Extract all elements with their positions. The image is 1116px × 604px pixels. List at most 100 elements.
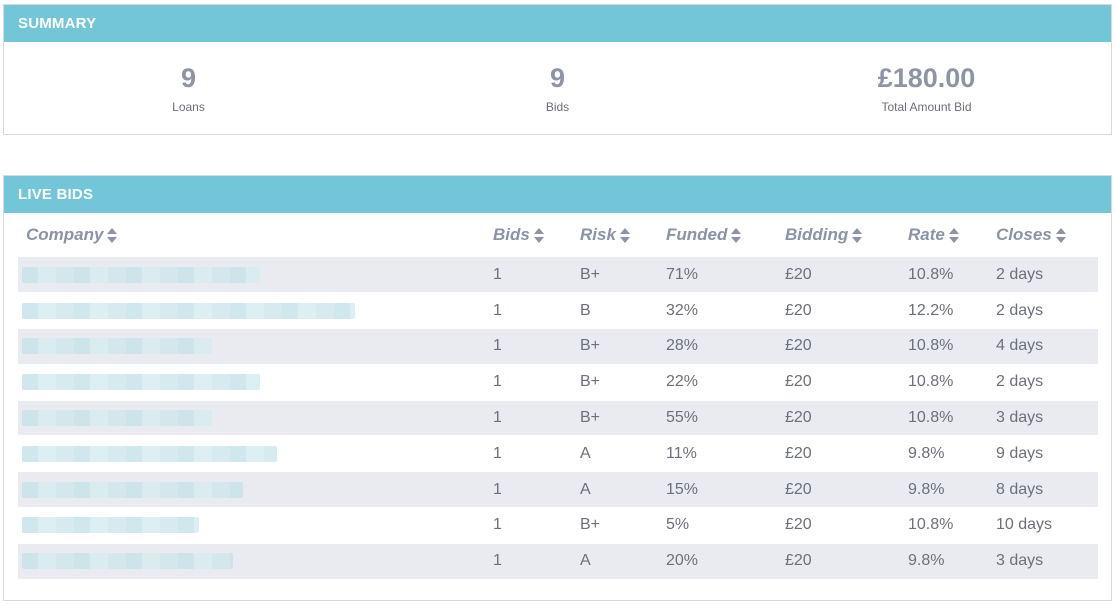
risk-cell: B+ <box>572 364 658 401</box>
live-bids-header: LIVE BIDS <box>4 176 1111 213</box>
column-header-label: Company <box>26 225 104 244</box>
company-cell[interactable] <box>18 507 485 544</box>
column-header-label: Closes <box>996 225 1052 244</box>
column-header-label: Bids <box>493 225 530 244</box>
rate-cell: 10.8% <box>900 400 988 437</box>
rate-cell: 10.8% <box>900 364 988 401</box>
risk-cell: B+ <box>572 257 658 294</box>
bidding-cell: £20 <box>777 543 900 580</box>
rate-cell: 10.8% <box>900 507 988 544</box>
funded-cell: 22% <box>658 364 777 401</box>
risk-cell: A <box>572 471 658 509</box>
column-header-bids[interactable]: Bids <box>485 213 572 257</box>
sort-arrows-icon <box>948 227 959 244</box>
summary-panel: SUMMARY 9 Loans 9 Bids £180.00 Total Amo… <box>3 4 1112 135</box>
rate-cell: 10.8% <box>900 257 988 294</box>
rate-cell: 9.8% <box>900 435 988 473</box>
column-header-risk[interactable]: Risk <box>572 213 658 257</box>
sort-arrows-icon <box>1055 227 1066 244</box>
redacted-company-name <box>22 374 260 391</box>
sort-arrows-icon <box>619 227 630 244</box>
column-header-label: Risk <box>580 225 616 244</box>
stat-bids-label: Bids <box>545 100 570 114</box>
company-cell[interactable] <box>18 400 485 437</box>
bids-cell: 1 <box>485 364 572 401</box>
bids-cell: 1 <box>485 435 572 473</box>
closes-cell: 9 days <box>988 435 1098 473</box>
bidding-cell: £20 <box>777 435 900 473</box>
bidding-cell: £20 <box>777 400 900 437</box>
rate-cell: 9.8% <box>900 471 988 509</box>
funded-cell: 71% <box>658 257 777 294</box>
risk-cell: A <box>572 543 658 580</box>
table-row[interactable]: 1 B 32% £20 12.2% 2 days <box>18 292 1098 330</box>
funded-cell: 11% <box>658 435 777 473</box>
stat-bids: 9 Bids <box>373 42 742 134</box>
column-header-company[interactable]: Company <box>18 213 485 257</box>
bidding-cell: £20 <box>777 292 900 330</box>
column-header-closes[interactable]: Closes <box>988 213 1098 257</box>
stat-total-label: Total Amount Bid <box>881 100 972 114</box>
table-row[interactable]: 1 A 15% £20 9.8% 8 days <box>18 471 1098 509</box>
stat-loans-value: 9 <box>180 63 197 93</box>
table-row[interactable]: 1 A 20% £20 9.8% 3 days <box>18 543 1098 580</box>
bids-cell: 1 <box>485 328 572 365</box>
closes-cell: 8 days <box>988 471 1098 509</box>
bids-cell: 1 <box>485 292 572 330</box>
redacted-company-name <box>22 302 355 319</box>
risk-cell: B+ <box>572 400 658 437</box>
closes-cell: 2 days <box>988 364 1098 401</box>
redacted-company-name <box>22 517 199 534</box>
table-header-row: Company Bids Risk Funded Bidding Rate Cl… <box>18 213 1098 257</box>
bidding-cell: £20 <box>777 507 900 544</box>
sort-arrows-icon <box>107 227 118 244</box>
company-cell[interactable] <box>18 543 485 580</box>
column-header-label: Rate <box>908 225 945 244</box>
redacted-company-name <box>22 553 233 570</box>
summary-header: SUMMARY <box>4 5 1111 42</box>
closes-cell: 3 days <box>988 400 1098 437</box>
rate-cell: 10.8% <box>900 328 988 365</box>
stat-bids-value: 9 <box>549 63 566 93</box>
funded-cell: 15% <box>658 471 777 509</box>
redacted-company-name <box>22 410 212 427</box>
sort-arrows-icon <box>533 227 544 244</box>
summary-stats: 9 Loans 9 Bids £180.00 Total Amount Bid <box>4 42 1111 134</box>
bids-cell: 1 <box>485 507 572 544</box>
table-row[interactable]: 1 B+ 55% £20 10.8% 3 days <box>18 400 1098 437</box>
sort-arrows-icon <box>731 227 742 244</box>
company-cell[interactable] <box>18 471 485 509</box>
table-body: 1 B+ 71% £20 10.8% 2 days 1 B 32% £20 12.2% 2 days 1… <box>18 257 1098 580</box>
bids-cell: 1 <box>485 543 572 580</box>
closes-cell: 2 days <box>988 292 1098 330</box>
bidding-cell: £20 <box>777 328 900 365</box>
funded-cell: 28% <box>658 328 777 365</box>
bidding-cell: £20 <box>777 471 900 509</box>
column-header-rate[interactable]: Rate <box>900 213 988 257</box>
bidding-cell: £20 <box>777 364 900 401</box>
rate-cell: 12.2% <box>900 292 988 330</box>
redacted-company-name <box>22 445 277 462</box>
risk-cell: B <box>572 292 658 330</box>
company-cell[interactable] <box>18 328 485 365</box>
risk-cell: B+ <box>572 507 658 544</box>
bidding-cell: £20 <box>777 257 900 294</box>
company-cell[interactable] <box>18 257 485 294</box>
funded-cell: 20% <box>658 543 777 580</box>
column-header-bidding[interactable]: Bidding <box>777 213 900 257</box>
table-row[interactable]: 1 B+ 71% £20 10.8% 2 days <box>18 257 1098 294</box>
redacted-company-name <box>22 266 260 283</box>
company-cell[interactable] <box>18 435 485 473</box>
table-row[interactable]: 1 B+ 5% £20 10.8% 10 days <box>18 507 1098 544</box>
table-row[interactable]: 1 B+ 22% £20 10.8% 2 days <box>18 364 1098 401</box>
table-row[interactable]: 1 B+ 28% £20 10.8% 4 days <box>18 328 1098 365</box>
closes-cell: 10 days <box>988 507 1098 544</box>
closes-cell: 3 days <box>988 543 1098 580</box>
company-cell[interactable] <box>18 292 485 330</box>
column-header-funded[interactable]: Funded <box>658 213 777 257</box>
bids-cell: 1 <box>485 471 572 509</box>
redacted-company-name <box>22 338 212 355</box>
table-row[interactable]: 1 A 11% £20 9.8% 9 days <box>18 435 1098 473</box>
column-header-label: Bidding <box>785 225 849 244</box>
company-cell[interactable] <box>18 364 485 401</box>
